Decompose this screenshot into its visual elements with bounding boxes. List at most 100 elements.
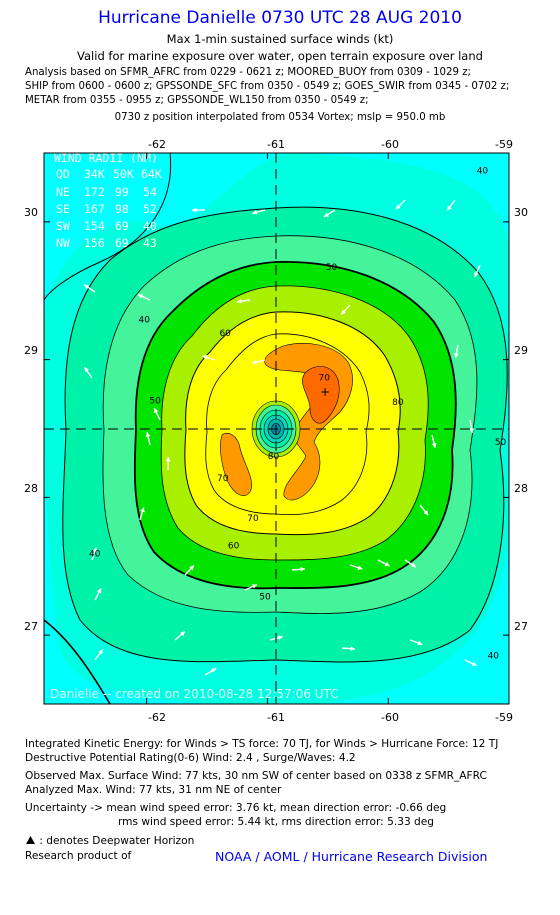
x-tick-bottom-60: -60 [381,711,399,724]
wind-arrow [404,559,417,568]
x-tick-top-61: -61 [267,138,285,151]
y-tick-right-30: 30 [514,206,528,219]
contour-label-1: 50 [326,263,338,273]
wind-radii-col-qd: QD [56,167,70,181]
contour-70kt-sw [220,432,252,496]
wind-arrow [395,199,406,210]
wind-arrow [137,293,151,301]
analysis-line-3: METAR from 0355 - 0955 z; GPSSONDE_WL150… [25,95,369,106]
wind-arrow [244,584,258,591]
wind-vectors [83,199,481,676]
wind-arrow [202,355,216,361]
y-tick-right-28: 28 [514,482,528,495]
wind-arrow [341,646,356,652]
wind-arrow [252,209,266,215]
contour-labels: 40 50 40 60 70 50 80 80 70 70 60 50 40 50 40 [89,167,507,662]
deepwater-legend-text: : denotes Deepwater Horizon [39,835,195,847]
y-tick-right-27: 27 [514,620,528,633]
wind-field-area: 40 50 40 60 70 50 80 80 70 70 60 50 40 50 40 + WIND RA… [44,151,509,704]
contour-label-4: 70 [318,373,330,383]
creation-watermark: Danielle -- created on 2010-08-28 12:57:… [50,687,339,701]
wind-arrow [419,504,429,516]
wind-arrow [349,564,363,570]
chart-subtitle-1: Max 1-min sustained surface winds (kt) [166,32,394,46]
wind-arrow [83,366,93,379]
contour-label-3: 60 [219,329,231,339]
contour-label-12: 40 [89,550,101,560]
contour-label-2: 40 [139,315,151,325]
wind-radii-row-se-34: 167 [84,202,105,216]
contour-label-13: 50 [259,592,271,602]
wind-arrow [340,304,351,316]
analyzed-max-line: Analyzed Max. Wind: 77 kts, 31 nm NE of … [25,784,282,796]
wind-arrow [145,432,151,446]
uncertainty-line-2: rms wind speed error: 5.44 kt, rms direc… [118,816,435,828]
x-tick-bottom-61: -61 [267,711,285,724]
contour-label-6: 80 [268,452,280,462]
wind-radii-table: WIND RADII (NM) QD 34K 50K 64K NE 172 99… [54,151,162,250]
deepwater-legend: : denotes Deepwater Horizon [25,835,194,847]
hrd-credit: NOAA / AOML / Hurricane Research Divisio… [215,849,488,864]
wind-radii-col-64k: 64K [141,167,162,181]
wind-arrow [291,566,306,572]
x-tick-top-59: -59 [495,138,513,151]
wind-radii-col-50k: 50K [113,167,134,181]
wind-radii-row-ne-quad: NE [56,185,70,199]
x-tick-top-60: -60 [381,138,399,151]
chart-title: Hurricane Danielle 0730 UTC 28 AUG 2010 [98,8,462,28]
wind-arrow [464,659,478,667]
axis-ticks [44,153,510,704]
contour-20kt-sw [44,619,111,704]
wind-arrow [446,199,456,211]
contour-75kt-ne [302,366,340,424]
y-tick-left-27: 27 [24,620,38,633]
wind-radii-row-se-quad: SE [56,202,70,216]
wind-arrow [91,547,98,561]
wind-radii-row-sw-64: 40 [143,219,157,233]
wind-radii-row-ne-64: 54 [143,185,157,199]
x-tick-top-62: -62 [148,138,166,151]
y-tick-left-28: 28 [24,482,38,495]
wind-radii-row-ne-34: 172 [84,185,105,199]
wind-radii-row-sw-34: 154 [84,219,105,233]
wind-radii-row-nw-50: 69 [115,236,129,250]
wind-arrow [174,631,186,641]
chart-subtitle-2: Valid for marine exposure over water, op… [77,49,483,63]
wind-radii-row-sw-50: 69 [115,219,129,233]
y-tick-left-30: 30 [24,206,38,219]
wind-arrow [94,588,102,601]
wind-arrow [474,264,481,278]
wind-radii-col-34k: 34K [84,167,105,181]
contour-label-0: 40 [477,167,489,177]
wind-radii-row-se-50: 98 [115,202,129,216]
wind-arrow [431,434,437,448]
contour-label-11: 50 [495,438,507,448]
wind-radii-row-ne-50: 99 [115,185,129,199]
uncertainty-line-1: Uncertainty -> mean wind speed error: 3.… [25,802,447,814]
wind-arrow [323,209,336,218]
research-product-label: Research product of [25,850,132,862]
y-tick-left-29: 29 [24,344,38,357]
wind-radii-row-nw-34: 156 [84,236,105,250]
platform-icon [26,836,35,844]
y-tick-right-29: 29 [514,344,528,357]
wind-radii-row-se-64: 52 [143,202,157,216]
axis-tick-labels: -62 -61 -60 -59 -62 -61 -60 -59 30 29 28… [24,138,528,724]
wind-radii-row-sw-quad: SW [56,219,70,233]
contour-30kt-nw [44,153,172,301]
wind-arrow [454,344,459,358]
wind-arrow [204,667,217,676]
wind-arrow [165,456,171,471]
wind-arrow [139,507,145,521]
wind-radii-header: WIND RADII (NM) [54,151,158,165]
wind-arrow [153,407,161,421]
wind-arrow [184,564,195,576]
observed-max-line: Observed Max. Surface Wind: 77 kts, 30 n… [25,770,487,782]
contour-label-8: 70 [217,474,229,484]
analysis-line-1: Analysis based on SFMR_AFRC from 0229 - … [25,67,471,78]
wind-arrow [252,359,266,365]
dpr-line: Destructive Potential Rating(0-6) Wind: … [25,752,356,764]
wind-radii-row-nw-64: 43 [143,236,157,250]
x-tick-bottom-59: -59 [495,711,513,724]
max-wind-marker: + [320,385,330,399]
